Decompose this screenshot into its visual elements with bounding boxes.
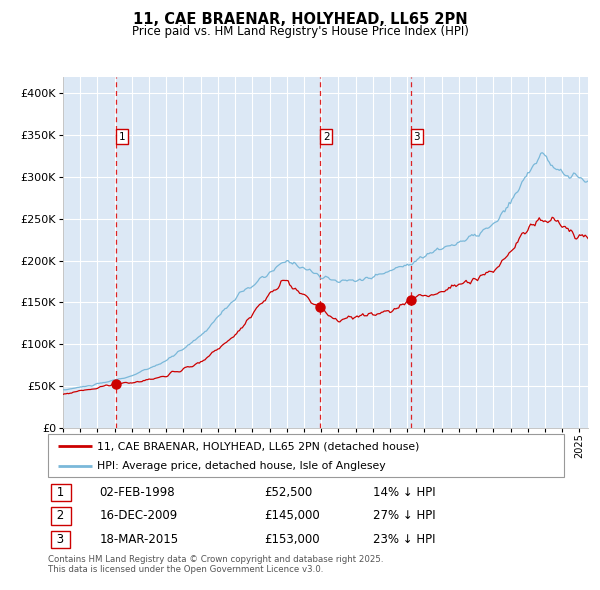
- Text: 11, CAE BRAENAR, HOLYHEAD, LL65 2PN (detached house): 11, CAE BRAENAR, HOLYHEAD, LL65 2PN (det…: [97, 441, 419, 451]
- Text: 11, CAE BRAENAR, HOLYHEAD, LL65 2PN: 11, CAE BRAENAR, HOLYHEAD, LL65 2PN: [133, 12, 467, 27]
- Text: HPI: Average price, detached house, Isle of Anglesey: HPI: Average price, detached house, Isle…: [97, 461, 386, 471]
- Text: £153,000: £153,000: [265, 533, 320, 546]
- Text: 02-FEB-1998: 02-FEB-1998: [100, 486, 175, 499]
- Text: 14% ↓ HPI: 14% ↓ HPI: [373, 486, 436, 499]
- Text: 2: 2: [53, 509, 68, 522]
- Text: 1: 1: [53, 486, 68, 499]
- Text: £145,000: £145,000: [265, 509, 320, 522]
- FancyBboxPatch shape: [48, 434, 564, 477]
- Text: 1: 1: [119, 132, 125, 142]
- Text: 3: 3: [413, 132, 420, 142]
- Text: 18-MAR-2015: 18-MAR-2015: [100, 533, 179, 546]
- Text: 3: 3: [53, 533, 68, 546]
- Text: Price paid vs. HM Land Registry's House Price Index (HPI): Price paid vs. HM Land Registry's House …: [131, 25, 469, 38]
- Text: 23% ↓ HPI: 23% ↓ HPI: [373, 533, 436, 546]
- Text: £52,500: £52,500: [265, 486, 313, 499]
- Text: 27% ↓ HPI: 27% ↓ HPI: [373, 509, 436, 522]
- Text: 16-DEC-2009: 16-DEC-2009: [100, 509, 178, 522]
- Text: Contains HM Land Registry data © Crown copyright and database right 2025.
This d: Contains HM Land Registry data © Crown c…: [48, 555, 383, 574]
- Text: 2: 2: [323, 132, 329, 142]
